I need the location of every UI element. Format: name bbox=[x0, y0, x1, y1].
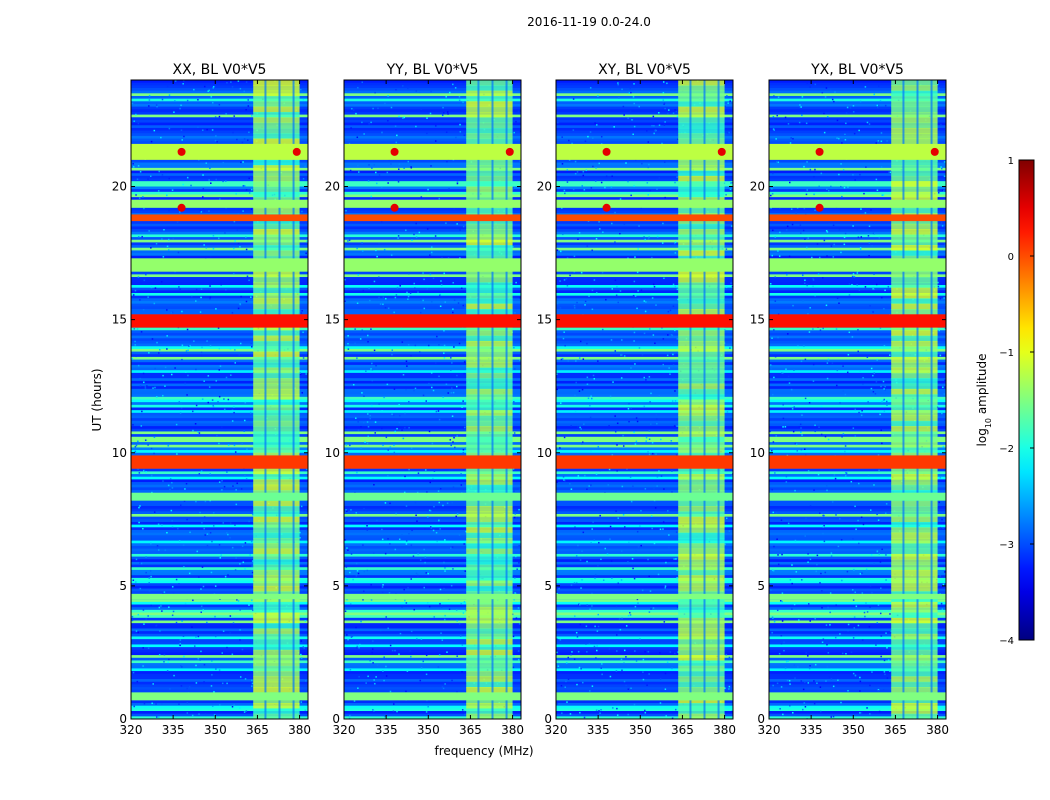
y-tick-label: 10 bbox=[537, 446, 552, 460]
x-tick-label: 320 bbox=[120, 723, 143, 737]
y-tick-label: 0 bbox=[119, 712, 127, 726]
x-tick-label: 365 bbox=[246, 723, 269, 737]
panel-frame bbox=[130, 79, 309, 720]
colorbar-tick-label: 1 bbox=[1008, 156, 1014, 167]
x-tick-label: 350 bbox=[629, 723, 652, 737]
colorbar-tick-label: −3 bbox=[999, 540, 1014, 551]
x-tick-label: 335 bbox=[375, 723, 398, 737]
y-tick-label: 20 bbox=[750, 180, 765, 194]
panel-title: YY, BL V0*V5 bbox=[386, 62, 479, 78]
colorbar-tick-label: −1 bbox=[999, 348, 1014, 359]
x-tick-label: 380 bbox=[713, 723, 736, 737]
colorbar-gradient bbox=[1018, 159, 1035, 641]
x-tick-label: 320 bbox=[333, 723, 356, 737]
y-tick-label: 15 bbox=[112, 313, 127, 327]
colorbar-label: log10 amplitude bbox=[975, 354, 993, 447]
y-tick-label: 15 bbox=[325, 313, 340, 327]
colorbar-tick-label: −4 bbox=[999, 636, 1014, 647]
x-tick-label: 380 bbox=[926, 723, 949, 737]
heatmap-image bbox=[344, 80, 521, 719]
y-tick-label: 0 bbox=[544, 712, 552, 726]
x-tick-label: 380 bbox=[501, 723, 524, 737]
x-tick-label: 335 bbox=[800, 723, 823, 737]
y-tick-label: 0 bbox=[332, 712, 340, 726]
figure-suptitle: 2016-11-19 0.0-24.0 bbox=[527, 15, 651, 29]
y-tick-label: 20 bbox=[537, 180, 552, 194]
x-tick-label: 350 bbox=[204, 723, 227, 737]
panel-xy: XY, BL V0*V5 320 335 350 365 380 0 5 10 15 20 bbox=[537, 62, 736, 737]
x-tick-label: 365 bbox=[459, 723, 482, 737]
colorbar: 1 0 −1 −2 −3 −4 bbox=[999, 156, 1035, 647]
y-tick-label: 5 bbox=[757, 579, 765, 593]
panel-title: XX, BL V0*V5 bbox=[173, 62, 267, 78]
x-tick-label: 350 bbox=[417, 723, 440, 737]
panel-frame bbox=[555, 79, 734, 720]
x-tick-label: 320 bbox=[758, 723, 781, 737]
x-tick-label: 380 bbox=[288, 723, 311, 737]
x-tick-label: 335 bbox=[587, 723, 610, 737]
panel-yx: YX, BL V0*V5 320 335 350 365 380 0 5 10 15 20 bbox=[750, 62, 949, 737]
heatmap-image bbox=[769, 80, 946, 719]
x-axis-label: frequency (MHz) bbox=[434, 744, 533, 758]
x-tick-label: 335 bbox=[162, 723, 185, 737]
heatmap-image bbox=[556, 80, 733, 719]
panel-xx: XX, BL V0*V5 320 335 350 365 380 0 5 10 15 20 bbox=[112, 62, 311, 737]
colorbar-tick-label: 0 bbox=[1008, 252, 1014, 263]
y-axis-label: UT (hours) bbox=[90, 368, 104, 431]
panel-frame bbox=[768, 79, 947, 720]
panel-title: YX, BL V0*V5 bbox=[810, 62, 904, 78]
y-tick-label: 10 bbox=[750, 446, 765, 460]
y-tick-label: 10 bbox=[325, 446, 340, 460]
colorbar-tick-label: −2 bbox=[999, 444, 1014, 455]
y-tick-label: 20 bbox=[112, 180, 127, 194]
panel-title: XY, BL V0*V5 bbox=[598, 62, 691, 78]
x-tick-label: 350 bbox=[842, 723, 865, 737]
y-tick-label: 5 bbox=[332, 579, 340, 593]
x-tick-label: 365 bbox=[884, 723, 907, 737]
y-tick-label: 10 bbox=[112, 446, 127, 460]
y-tick-label: 15 bbox=[750, 313, 765, 327]
y-tick-label: 15 bbox=[537, 313, 552, 327]
y-tick-label: 5 bbox=[119, 579, 127, 593]
heatmap-image bbox=[131, 80, 308, 719]
x-tick-label: 365 bbox=[671, 723, 694, 737]
x-tick-label: 320 bbox=[545, 723, 568, 737]
y-tick-label: 20 bbox=[325, 180, 340, 194]
panel-yy: YY, BL V0*V5 320 335 350 365 380 0 5 10 15 20 bbox=[325, 62, 524, 737]
panel-frame bbox=[343, 79, 522, 720]
y-tick-label: 0 bbox=[757, 712, 765, 726]
y-tick-label: 5 bbox=[544, 579, 552, 593]
